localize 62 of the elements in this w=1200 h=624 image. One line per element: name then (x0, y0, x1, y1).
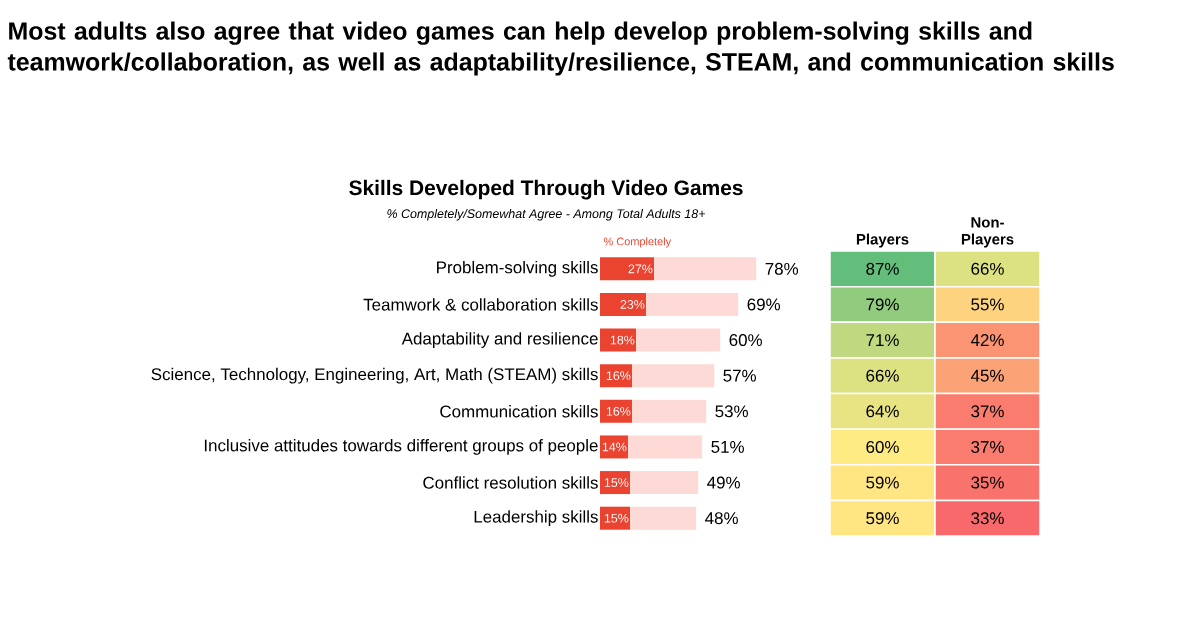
total-label: 69% (747, 298, 781, 311)
bar (600, 506, 631, 530)
data-label: 37% (971, 405, 1004, 418)
data-label: 35% (971, 476, 1004, 489)
bar (628, 435, 703, 459)
y-tick-label: Problem-solving skills (437, 260, 598, 277)
total-label: 78% (765, 262, 799, 275)
data-label: 42% (970, 334, 1004, 347)
data-label: 45% (970, 369, 1004, 382)
chart-title: Skills Developed Through Video Games (349, 179, 743, 200)
data-label: 15% (604, 478, 629, 487)
data-label: 14% (602, 442, 627, 452)
y-tick-label: Teamwork & collaboration skills (363, 298, 598, 311)
x-tick-label: Players (856, 233, 909, 248)
y-tick-label: Science, Technology, Engineering, Art, Math (STEAM) skills (151, 367, 598, 384)
x-tick-label: Non-Players (961, 217, 1014, 248)
total-label: 51% (711, 440, 744, 453)
data-label: 18% (610, 335, 635, 345)
y-tick-label: Conflict resolution skills (423, 476, 598, 489)
data-label: 27% (628, 264, 653, 274)
y-tick-label: Inclusive attitudes towards different groups of people (204, 439, 598, 455)
data-label: 79% (866, 298, 899, 311)
data-label: 15% (604, 513, 629, 523)
data-label: 59% (866, 512, 899, 525)
bar (654, 257, 757, 281)
y-tick-label: Communication skills (440, 405, 598, 418)
bar (636, 328, 721, 352)
bar (600, 328, 637, 352)
data-label: 64% (866, 405, 899, 418)
data-label: 71% (866, 334, 899, 346)
series-label: % Completely (603, 237, 672, 248)
bar (600, 257, 655, 281)
data-label: 16% (606, 406, 631, 416)
total-label: 60% (729, 334, 762, 347)
chart-subtitle: % Completely/Somewhat Agree - Among Total Adults 18+ (387, 208, 706, 221)
bar (632, 364, 715, 388)
bar (600, 399, 633, 423)
data-label: 66% (971, 262, 1004, 275)
total-label: 49% (707, 476, 740, 489)
bar (600, 364, 633, 388)
bar (630, 506, 697, 530)
data-label: 37% (971, 440, 1004, 453)
bar (632, 399, 707, 423)
bar (630, 471, 699, 495)
data-label: 59% (866, 476, 899, 489)
text: Most adults also agree that video games can help develop problem-solving skills and teamwork/collaboration, as well as adaptability/resilience, STEAM, and communication skills (7, 21, 1114, 76)
data-label: 33% (971, 512, 1004, 525)
data-label: 60% (866, 440, 899, 453)
bar (600, 471, 631, 495)
data-label: 23% (620, 300, 645, 309)
total-label: 48% (705, 512, 738, 525)
data-label: 55% (971, 298, 1004, 311)
y-tick-label: Leadership skills (474, 510, 598, 527)
bar (646, 292, 739, 316)
bar (600, 292, 647, 316)
data-label: 87% (866, 262, 899, 275)
y-tick-label: Adaptability and resilience (401, 332, 598, 348)
total-label: 53% (715, 405, 748, 418)
data-label: 66% (866, 369, 899, 382)
data-label: 16% (606, 371, 631, 381)
total-label: 57% (723, 369, 756, 382)
bar (600, 435, 629, 459)
